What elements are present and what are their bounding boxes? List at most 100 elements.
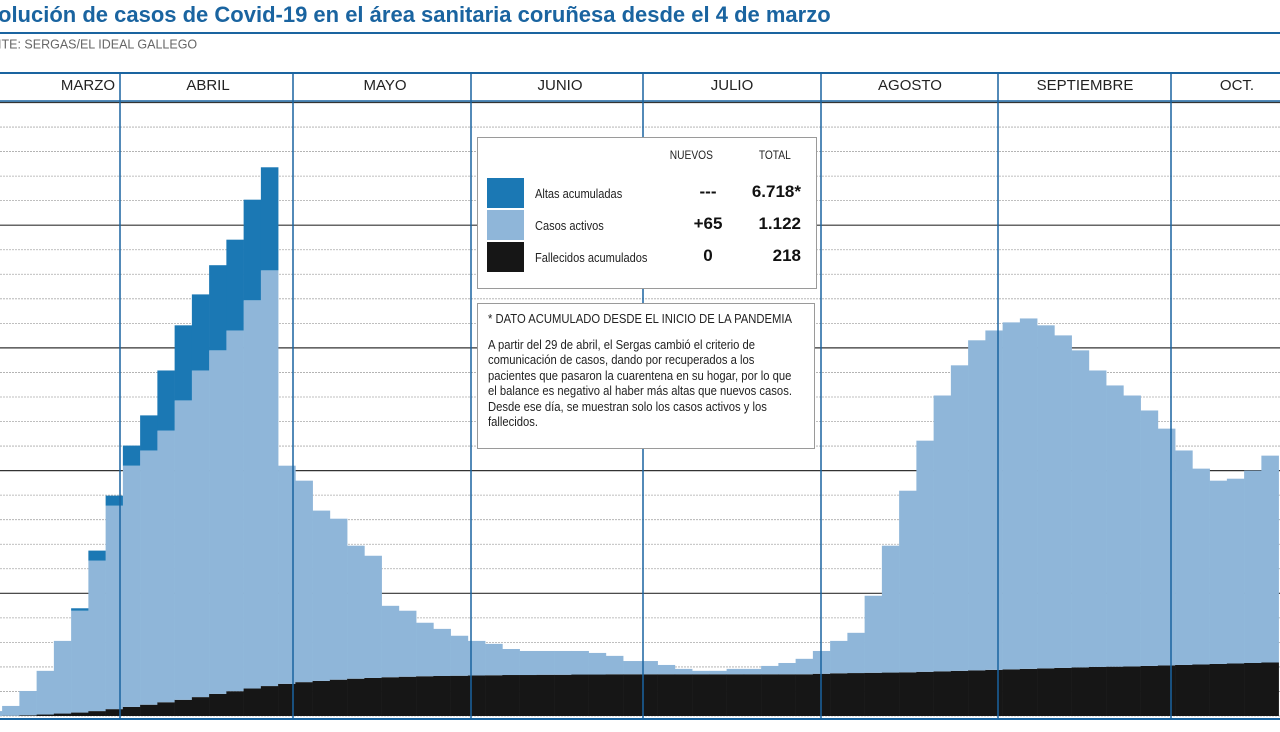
bar-segment — [260, 686, 279, 716]
month-label: MAYO — [363, 77, 406, 94]
bar-segment — [1175, 664, 1193, 716]
legend-label: Fallecidos acumulados — [535, 250, 648, 265]
bar-segment — [364, 677, 382, 716]
bar-segment — [1037, 668, 1055, 716]
bar-segment — [105, 505, 124, 710]
source: ITE: SERGAS/EL IDEAL GALLEGO — [0, 37, 197, 51]
bar-segment — [174, 400, 193, 700]
bar-segment — [140, 450, 158, 705]
bar-segment — [709, 670, 727, 675]
month-label: ABRIL — [186, 77, 229, 94]
bar-segment — [88, 560, 106, 712]
month-label: MARZO — [61, 77, 115, 94]
bar-segment — [398, 610, 417, 677]
bar-segment — [140, 704, 158, 716]
bar-segment — [623, 661, 641, 675]
bar-segment — [467, 675, 486, 716]
bar-segment — [778, 674, 796, 716]
bar-segment — [623, 674, 641, 716]
bar-segment — [571, 650, 589, 675]
bar-segment — [36, 714, 55, 716]
bar-segment — [830, 673, 848, 716]
bar-segment — [19, 715, 37, 716]
bar-segment — [1002, 322, 1021, 670]
bar-segment — [933, 395, 952, 672]
bar-segment — [226, 691, 244, 716]
bar-segment — [968, 670, 986, 716]
bar-segment — [899, 672, 917, 716]
bar-segment — [433, 628, 451, 676]
note-title: * DATO ACUMULADO DESDE EL INICIO DE LA P… — [488, 312, 793, 326]
bar-segment — [1071, 667, 1090, 716]
bar-segment — [329, 518, 348, 680]
bar-segment — [761, 665, 779, 675]
bar-segment — [53, 713, 72, 716]
bar-segment — [295, 480, 313, 683]
legend-swatch — [487, 242, 524, 272]
bar-segment — [1192, 468, 1210, 665]
bar-segment — [692, 670, 710, 675]
bar-segment — [36, 670, 55, 715]
bar-segment — [260, 270, 279, 687]
bar-segment — [1054, 335, 1072, 668]
bar-segment — [1088, 666, 1107, 716]
bar-segment — [726, 668, 745, 675]
bar-segment — [985, 669, 1003, 716]
legend-header: NUEVOS — [669, 148, 713, 162]
bar-segment — [571, 674, 589, 716]
bar-segment — [916, 440, 934, 672]
legend-total: 218 — [772, 246, 801, 265]
bar-segment — [1175, 450, 1193, 665]
month-label: JUNIO — [538, 77, 583, 94]
bar-segment — [657, 674, 676, 716]
bar-segment — [1088, 370, 1107, 667]
legend-swatch — [487, 210, 524, 240]
bar-segment — [864, 672, 883, 716]
bar-segment — [347, 678, 365, 716]
bar-segment — [1019, 668, 1038, 716]
legend-new: 0 — [703, 246, 713, 265]
bar-segment — [502, 675, 520, 716]
bar-segment — [1054, 667, 1072, 716]
bars — [0, 167, 1279, 716]
bar-segment — [502, 649, 520, 676]
bar-segment — [847, 673, 865, 716]
bar-segment — [985, 330, 1003, 670]
bar-segment — [605, 674, 624, 716]
bar-segment — [1140, 410, 1159, 666]
legend-row: Altas acumuladas --- 6.718* — [478, 178, 816, 208]
bar-segment — [588, 652, 607, 675]
legend-new: +65 — [693, 214, 723, 233]
bar-segment — [53, 640, 72, 714]
bar-segment — [519, 650, 538, 676]
bar-segment — [381, 605, 400, 678]
legend-new: --- — [699, 182, 717, 201]
bar-segment — [864, 595, 883, 673]
bar-segment — [485, 643, 503, 676]
bar-segment — [1106, 666, 1124, 716]
bar-segment — [536, 650, 555, 675]
month-label: OCT. — [1220, 77, 1254, 94]
bar-segment — [347, 545, 365, 679]
bar-segment — [674, 668, 693, 675]
bar-segment — [174, 325, 193, 401]
bar-segment — [1019, 318, 1038, 669]
bar-segment — [554, 650, 572, 675]
bar-segment — [226, 330, 244, 692]
legend-row: Casos activos +65 1.122 — [478, 210, 816, 240]
bar-segment — [605, 655, 624, 675]
legend-header: TOTAL — [758, 148, 791, 162]
bar-segment — [329, 679, 348, 716]
bar-segment — [950, 365, 969, 671]
bar-segment — [416, 622, 434, 677]
bar-segment — [640, 661, 658, 675]
bar-segment — [260, 167, 279, 271]
note-text: A partir del 29 de abril, el Sergas camb… — [488, 337, 792, 430]
bar-segment — [191, 370, 210, 698]
bar-segment — [209, 350, 227, 694]
bar-segment — [1226, 663, 1245, 716]
legend-total: 6.718* — [751, 182, 801, 201]
legend-swatch — [487, 178, 524, 208]
